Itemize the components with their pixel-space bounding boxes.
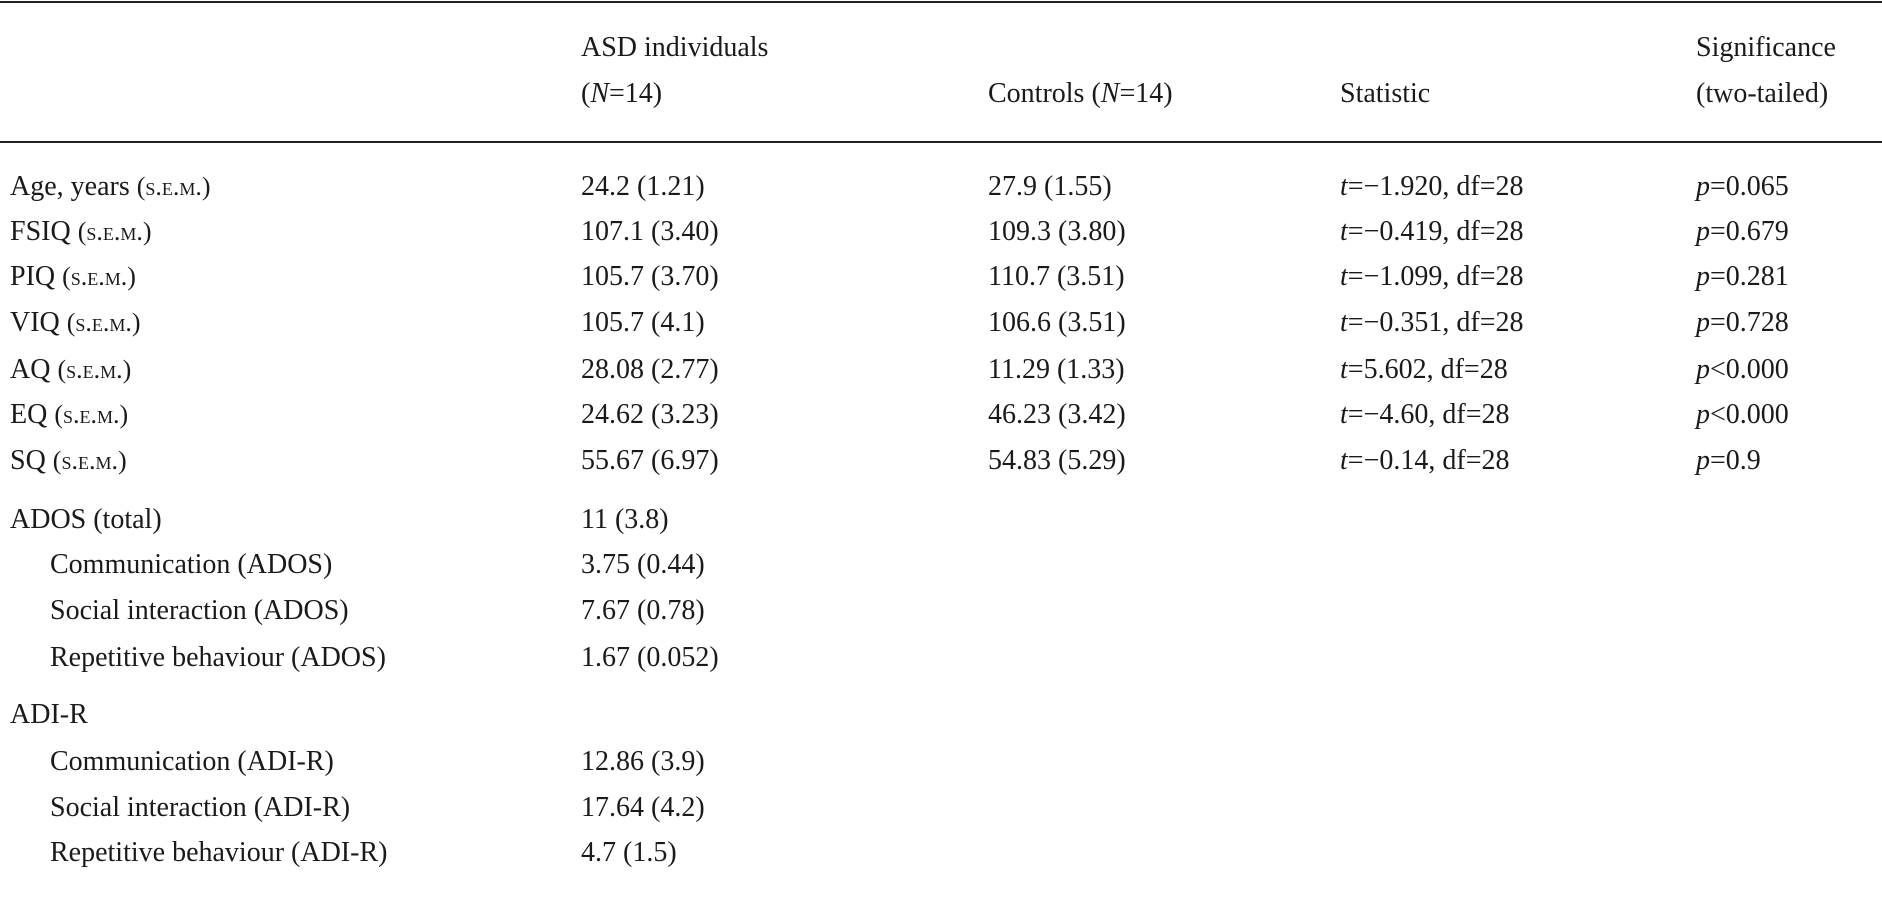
- section-label: ADOS (total): [10, 504, 162, 535]
- statistic: t=−4.60, df=28: [1340, 399, 1510, 430]
- sub-row-label: Social interaction (ADI-R): [50, 792, 351, 823]
- controls-value: 46.23 (3.42): [988, 399, 1126, 430]
- column-header: (N=14): [581, 78, 663, 109]
- row-label: Age, years (s.e.m.): [10, 170, 211, 204]
- controls-value: 27.9 (1.55): [988, 171, 1112, 202]
- sub-row-label: Repetitive behaviour (ADOS): [50, 642, 386, 673]
- asd-value: 105.7 (3.70): [581, 261, 719, 292]
- row-label-text: VIQ: [10, 307, 60, 338]
- top-rule: [0, 1, 1882, 3]
- row-label-text: SQ: [10, 445, 46, 476]
- asd-value: 105.7 (4.1): [581, 307, 705, 338]
- significance: p<0.000: [1696, 399, 1789, 430]
- asd-value: 4.7 (1.5): [581, 837, 677, 868]
- asd-value: 28.08 (2.77): [581, 354, 719, 385]
- statistic: t=−0.14, df=28: [1340, 445, 1510, 476]
- row-unit: (s.e.m.): [54, 400, 129, 429]
- statistic: t=5.602, df=28: [1340, 354, 1508, 385]
- row-label: FSIQ (s.e.m.): [10, 215, 152, 249]
- statistic: t=−0.351, df=28: [1340, 307, 1524, 338]
- controls-value: 11.29 (1.33): [988, 354, 1125, 385]
- significance: p=0.728: [1696, 307, 1789, 338]
- row-label-text: PIQ: [10, 261, 56, 292]
- sub-row-label: Social interaction (ADOS): [50, 595, 349, 626]
- asd-value: 3.75 (0.44): [581, 549, 705, 580]
- row-label-text: AQ: [10, 354, 51, 385]
- asd-value: 12.86 (3.9): [581, 746, 705, 777]
- significance: p=0.281: [1696, 261, 1789, 292]
- row-label-text: EQ: [10, 399, 48, 430]
- sub-row-label: Repetitive behaviour (ADI-R): [50, 837, 388, 868]
- row-label: EQ (s.e.m.): [10, 398, 128, 432]
- asd-value: 1.67 (0.052): [581, 642, 719, 673]
- asd-value: 7.67 (0.78): [581, 595, 705, 626]
- row-unit: (s.e.m.): [52, 446, 127, 475]
- significance: p<0.000: [1696, 354, 1789, 385]
- row-unit: (s.e.m.): [77, 217, 152, 246]
- asd-value: 55.67 (6.97): [581, 445, 719, 476]
- column-header: Significance: [1696, 32, 1836, 63]
- asd-value: 24.2 (1.21): [581, 171, 705, 202]
- asd-value: 107.1 (3.40): [581, 216, 719, 247]
- asd-value: 24.62 (3.23): [581, 399, 719, 430]
- row-label: PIQ (s.e.m.): [10, 260, 136, 294]
- statistic: t=−1.920, df=28: [1340, 171, 1524, 202]
- asd-value: 17.64 (4.2): [581, 792, 705, 823]
- statistic: t=−1.099, df=28: [1340, 261, 1524, 292]
- row-unit: (s.e.m.): [66, 308, 141, 337]
- column-header: Controls (N=14): [988, 78, 1173, 109]
- significance: p=0.9: [1696, 445, 1761, 476]
- controls-value: 54.83 (5.29): [988, 445, 1126, 476]
- section-label: ADI-R: [10, 699, 88, 730]
- row-label-text: Age, years: [10, 171, 130, 202]
- row-label: AQ (s.e.m.): [10, 353, 131, 387]
- sub-row-label: Communication (ADOS): [50, 549, 333, 580]
- row-unit: (s.e.m.): [136, 172, 211, 201]
- row-label: SQ (s.e.m.): [10, 444, 127, 478]
- controls-value: 109.3 (3.80): [988, 216, 1126, 247]
- row-label: VIQ (s.e.m.): [10, 306, 141, 340]
- row-unit: (s.e.m.): [57, 355, 132, 384]
- column-header: ASD individuals: [581, 32, 769, 63]
- statistic: t=−0.419, df=28: [1340, 216, 1524, 247]
- controls-value: 110.7 (3.51): [988, 261, 1125, 292]
- row-unit: (s.e.m.): [62, 262, 136, 291]
- column-header: (two-tailed): [1696, 78, 1829, 109]
- controls-value: 106.6 (3.51): [988, 307, 1126, 338]
- significance: p=0.065: [1696, 171, 1789, 202]
- row-label-text: FSIQ: [10, 216, 71, 247]
- sub-row-label: Communication (ADI-R): [50, 746, 334, 777]
- significance: p=0.679: [1696, 216, 1789, 247]
- header-rule: [0, 141, 1882, 143]
- asd-value: 11 (3.8): [581, 504, 669, 535]
- column-header: Statistic: [1340, 78, 1431, 109]
